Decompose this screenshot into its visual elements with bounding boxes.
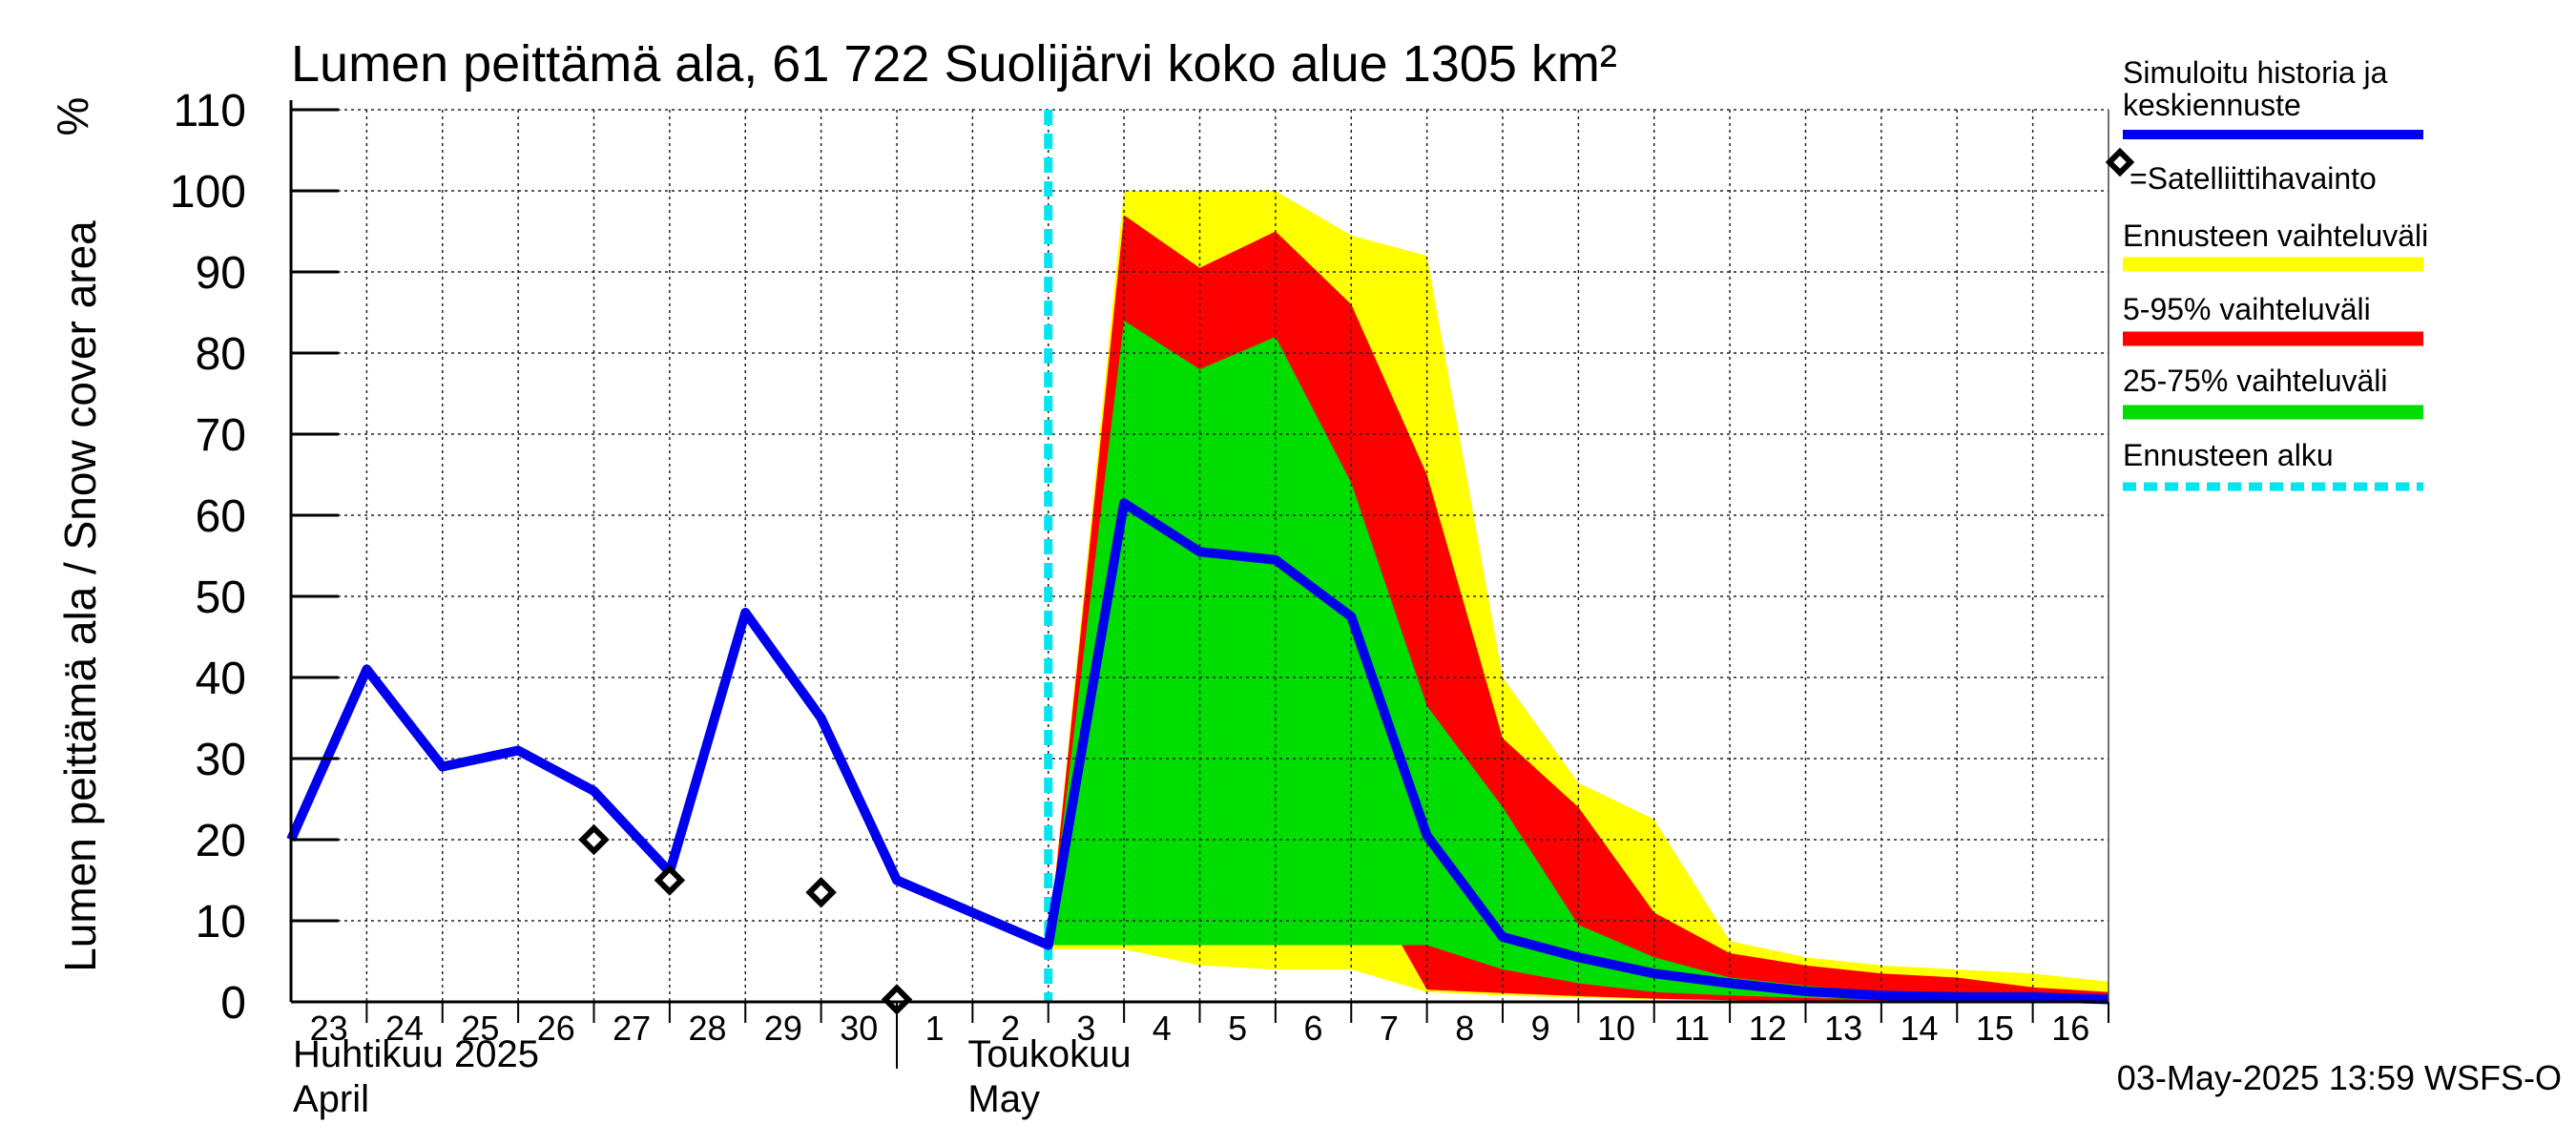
- y-axis-label: Lumen peittämä ala / Snow cover area: [55, 220, 105, 972]
- band-25-75: [1048, 321, 2109, 1002]
- legend-label-forecast-range: Ennusteen vaihteluväli: [2123, 219, 2428, 253]
- y-tick-label: 40: [196, 654, 246, 704]
- satellite-observations: [578, 823, 913, 1015]
- satellite-point: [578, 823, 610, 856]
- x-tick-label: 24: [385, 1009, 424, 1048]
- x-tick-label: 27: [613, 1009, 651, 1048]
- x-tick-label: 12: [1749, 1009, 1787, 1048]
- legend-label-forecast-start: Ennusteen alku: [2123, 438, 2334, 472]
- x-tick-label: 23: [310, 1009, 348, 1048]
- x-tick-label: 4: [1153, 1009, 1172, 1048]
- x-tick-label: 25: [461, 1009, 499, 1048]
- chart-title: Lumen peittämä ala, 61 722 Suolijärvi ko…: [291, 35, 1617, 93]
- x-tick-label: 30: [840, 1009, 878, 1048]
- x-tick-label: 16: [2051, 1009, 2089, 1048]
- satellite-point: [654, 864, 686, 896]
- simulated-line-series: [286, 498, 2109, 1005]
- legend-label-25-75: 25-75% vaihteluväli: [2123, 364, 2388, 398]
- x-tick-label: 9: [1531, 1009, 1550, 1048]
- month-label-fi: Toukokuu: [967, 1033, 1131, 1075]
- legend-label-satellite: =Satelliittihavainto: [2129, 161, 2377, 196]
- month-label-en: April: [293, 1078, 369, 1120]
- y-tick-label: 110: [173, 86, 246, 136]
- y-tick-label: 80: [196, 329, 246, 380]
- y-tick-label: 50: [196, 572, 246, 623]
- uncertainty-bands: [1048, 191, 2109, 1002]
- legend-label-simulated: keskiennuste: [2123, 88, 2301, 122]
- x-tick-label: 10: [1597, 1009, 1635, 1048]
- y-tick-label: 90: [196, 248, 246, 299]
- y-tick-labels: 0 10 20 30 40 50 60 70 80 90 100 110: [170, 86, 246, 1029]
- month-label-en: May: [967, 1078, 1040, 1120]
- x-tick-label: 29: [764, 1009, 802, 1048]
- x-tick-label: 8: [1455, 1009, 1474, 1048]
- y-tick-label: 70: [196, 410, 246, 461]
- legend-label-simulated: Simuloitu historia ja: [2123, 55, 2388, 90]
- plot-axes: [289, 100, 2109, 1069]
- y-tick-label: 20: [196, 816, 246, 866]
- y-tick-label: 30: [196, 735, 246, 785]
- x-tick-label: 3: [1076, 1009, 1095, 1048]
- x-tick-label: 5: [1228, 1009, 1247, 1048]
- y-tick-label: 10: [196, 897, 246, 947]
- x-tick-label: 28: [689, 1009, 727, 1048]
- legend-label-5-95: 5-95% vaihteluväli: [2123, 292, 2371, 326]
- x-tick-label: 11: [1674, 1009, 1710, 1048]
- timestamp-footer: 03-May-2025 13:59 WSFS-O: [2117, 1058, 2562, 1097]
- x-tick-label: 2: [1001, 1009, 1020, 1048]
- x-tick-label: 14: [1901, 1009, 1939, 1048]
- x-tick-label: 1: [925, 1009, 945, 1048]
- y-tick-label: 0: [220, 978, 246, 1029]
- x-tick-label: 26: [537, 1009, 575, 1048]
- legend-swatch-satellite: [2105, 147, 2135, 177]
- x-tick-label: 13: [1824, 1009, 1862, 1048]
- satellite-point: [805, 877, 837, 908]
- month-label-fi: Huhtikuu 2025: [293, 1033, 539, 1075]
- y-tick-label: 100: [170, 167, 246, 218]
- y-tick-label: 60: [196, 491, 246, 542]
- x-tick-label: 15: [1976, 1009, 2014, 1048]
- x-tick-label: 6: [1304, 1009, 1323, 1048]
- grid-lines: [291, 109, 2109, 1002]
- y-axis-unit: %: [48, 97, 97, 136]
- simulated-line: [286, 498, 2109, 1005]
- x-tick-labels: 23 24 25 26 27 28 29 30 1 2 3 4 5 6 7 8 9 10 11 12 13 14 15 16: [310, 1009, 2090, 1048]
- x-tick-label: 7: [1380, 1009, 1399, 1048]
